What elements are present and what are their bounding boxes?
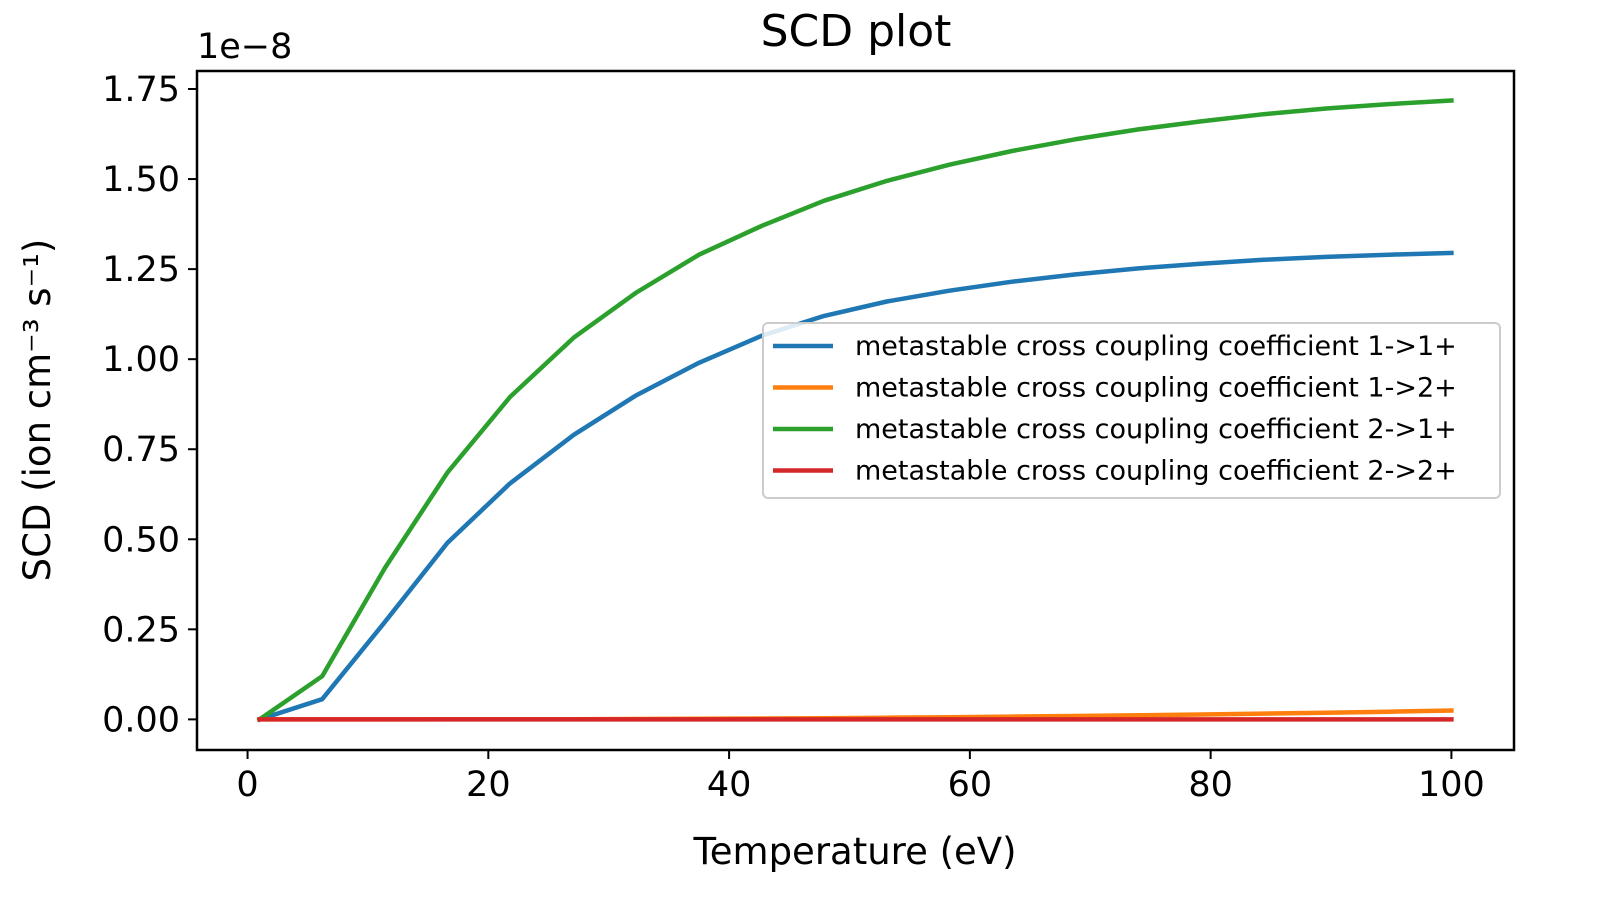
legend-box — [762, 322, 1501, 499]
x-axis: 0 20 40 60 80 100 — [236, 750, 1485, 805]
legend: metastable cross coupling coefficient 1-… — [762, 322, 1501, 499]
x-tick-label: 0 — [236, 765, 258, 805]
y-tick-label: 1.00 — [102, 340, 180, 380]
y-tick-label: 1.75 — [102, 70, 180, 110]
legend-label-4: metastable cross coupling coefficient 2-… — [855, 456, 1457, 487]
x-tick-label: 60 — [948, 765, 993, 805]
y-tick-label: 1.50 — [102, 160, 180, 200]
chart-title: SCD plot — [761, 6, 952, 57]
series-line-1 — [256, 250, 1454, 723]
y-tick-label: 0.25 — [102, 610, 180, 650]
x-tick-label: 100 — [1418, 765, 1485, 805]
x-tick-label: 80 — [1188, 765, 1233, 805]
plot-area — [256, 98, 1454, 723]
legend-label-3: metastable cross coupling coefficient 2-… — [855, 414, 1457, 445]
axes-frame — [195, 69, 1516, 752]
y-tick-label: 0.00 — [102, 700, 180, 740]
legend-label-1: metastable cross coupling coefficient 1-… — [855, 331, 1457, 362]
x-tick-label: 20 — [466, 765, 511, 805]
y-axis-title: SCD (ion cm⁻³ s⁻¹) — [16, 239, 59, 582]
y-tick-label: 1.25 — [102, 250, 180, 290]
y-axis: 0.00 0.25 0.50 0.75 1.00 1.25 1.50 1.75 — [102, 70, 197, 740]
y-tick-label: 0.75 — [102, 430, 180, 470]
legend-label-2: metastable cross coupling coefficient 1-… — [855, 373, 1457, 404]
x-tick-label: 40 — [707, 765, 752, 805]
y-offset-text: 1e−8 — [197, 27, 292, 67]
x-axis-title: Temperature (eV) — [692, 830, 1016, 873]
series-line-3 — [256, 98, 1454, 723]
y-tick-label: 0.50 — [102, 520, 180, 560]
